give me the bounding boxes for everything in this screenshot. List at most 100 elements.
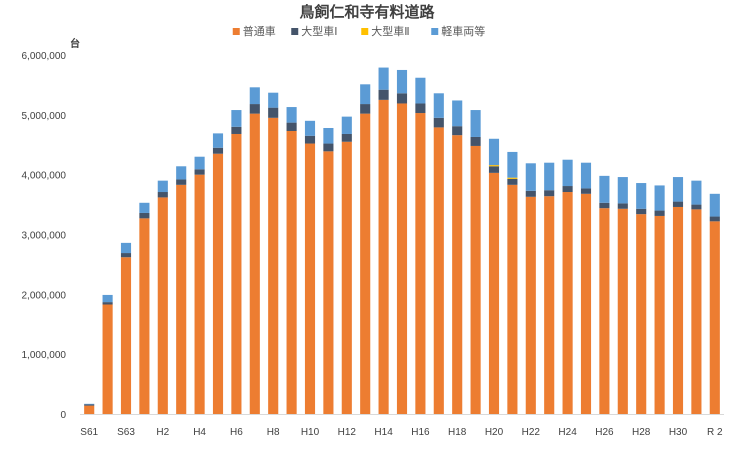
legend: 普通車 大型車Ⅰ 大型車Ⅱ 軽車両等 [232,24,485,38]
bar-segment [617,203,628,209]
bar-segment [636,208,647,215]
bar-segment [691,209,702,414]
bar-segment [120,242,132,254]
x-tick-label: H14 [374,427,393,438]
bar-group [231,110,242,415]
bar-segment [157,197,168,414]
bar-segment [212,133,224,148]
bar-segment [176,179,187,185]
bar-segment [341,133,352,142]
legend-label: 軽車両等 [441,24,485,38]
bar-segment [709,193,720,217]
bar-segment [268,117,279,414]
bar-group [525,163,536,414]
bar-segment [194,169,205,175]
bar-segment [194,174,205,414]
bar-segment [341,116,352,134]
bar-group [452,100,463,414]
bar-segment [268,107,279,118]
legend-label: 普通車 [243,24,276,38]
y-tick-label: 0 [60,410,66,421]
bar-segment [470,110,481,137]
bar-segment [360,84,371,105]
bar-segment [599,208,610,414]
y-tick-label: 3,000,000 [22,231,67,242]
bar-segment [525,196,536,414]
bar-segment [544,162,555,191]
bar-segment [507,177,518,179]
bar-segment [304,135,316,144]
x-tick-label: H22 [522,427,541,438]
bar-segment [212,147,224,154]
bar-segment [672,177,684,202]
x-tick-label: H28 [632,427,651,438]
bar-segment [102,302,113,305]
bar-group [120,242,132,414]
bar-segment [452,135,463,414]
bar-group [599,175,610,414]
bar-group [360,84,371,415]
bar-segment [102,294,113,303]
x-tick-label: R 2 [707,427,723,438]
bar-segment [636,214,647,414]
bar-group [691,180,702,414]
bar-segment [617,208,628,414]
bar-segment [433,93,444,118]
bar-segment [415,103,426,114]
bar-group [470,110,481,415]
bar-group [323,127,334,414]
y-tick-label: 4,000,000 [22,171,67,182]
bar-segment [360,104,371,114]
bar-segment [231,110,242,127]
bar-group [212,133,224,414]
legend-item: 普通車 [232,24,276,38]
legend-label: 大型車Ⅱ [371,24,409,38]
bar-group [488,138,500,414]
x-tick-label: H2 [156,427,169,438]
bar-segment [433,127,444,415]
bar-group [580,162,592,414]
bar-segment [323,127,334,144]
bar-group [84,403,95,414]
bar-segment [562,186,573,193]
bar-segment [231,126,242,134]
bar-segment [378,67,389,90]
bar-segment [709,221,720,414]
bar-segment [139,218,150,414]
bar-segment [102,304,113,414]
bar-segment [691,204,702,210]
bar-group [102,294,113,414]
bar-segment [488,172,500,414]
bar-segment [507,151,518,178]
bar-segment [249,104,260,114]
bar-segment [396,103,408,414]
bar-segment [488,166,500,173]
x-tick-label: H30 [669,427,688,438]
bar-segment [672,201,684,207]
bar-segment [654,185,665,211]
x-tick-label: H10 [301,427,320,438]
legend-swatch [291,28,299,35]
bar-segment [120,253,132,258]
bar-segment [341,141,352,414]
bar-group [194,156,205,414]
bar-segment [120,257,132,414]
x-tick-label: S63 [117,427,135,438]
bar-segment [84,405,95,414]
bar-segment [415,113,426,414]
bar-segment [691,180,702,205]
legend-item: 大型車Ⅱ [361,24,410,38]
legend-swatch [431,28,439,35]
bar-segment [249,87,260,105]
bar-segment [176,166,187,180]
x-axis: S61 S63 H2 H4 H6 H8 H10 H12 H14 H16 H18 H20 H22 H24 H2… [80,414,724,438]
bar-segment [507,184,518,414]
bar-segment [562,159,573,187]
x-tick-label: H20 [485,427,504,438]
x-tick-label: S61 [80,427,98,438]
bar-segment [212,153,224,414]
bar-segment [304,143,316,414]
x-tick-label: H8 [267,427,280,438]
bar-group [507,151,518,414]
x-tick-label: H6 [230,427,243,438]
